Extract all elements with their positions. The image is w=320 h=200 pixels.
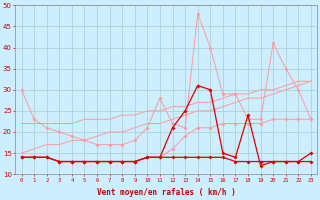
X-axis label: Vent moyen/en rafales ( km/h ): Vent moyen/en rafales ( km/h ) <box>97 188 236 197</box>
